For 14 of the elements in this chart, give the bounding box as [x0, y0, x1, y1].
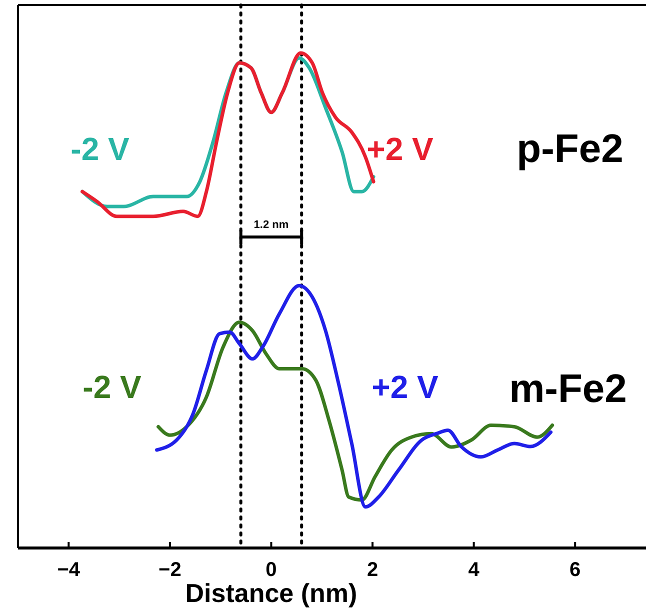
x-axis-title: Distance (nm) [185, 578, 358, 608]
x-tick-label: 2 [366, 559, 378, 581]
series-label: +2 V [366, 131, 434, 167]
series-label: -2 V [82, 369, 142, 405]
x-tick-label: 4 [468, 559, 480, 581]
x-tick-label: 6 [570, 559, 581, 581]
series-label: +2 V [372, 369, 440, 405]
annotation: 1.2 nm [254, 219, 289, 231]
x-tick-label: −4 [57, 559, 81, 581]
series-label: -2 V [70, 131, 130, 167]
annotation: p-Fe2 [516, 127, 624, 171]
annotation: m-Fe2 [509, 367, 627, 411]
x-tick-label: 0 [266, 559, 277, 581]
x-tick-label: −2 [158, 559, 182, 581]
